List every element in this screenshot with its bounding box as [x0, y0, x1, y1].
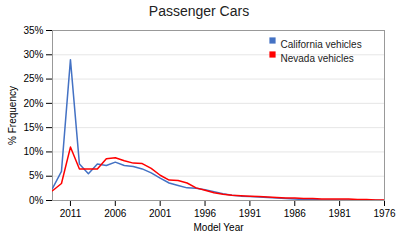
svg-text:10%: 10%	[23, 146, 43, 157]
svg-text:2011: 2011	[60, 208, 82, 219]
svg-text:1986: 1986	[284, 208, 307, 219]
svg-text:2001: 2001	[149, 208, 172, 219]
svg-text:1976: 1976	[373, 208, 396, 219]
svg-text:0%: 0%	[29, 195, 44, 206]
svg-text:2006: 2006	[104, 208, 127, 219]
svg-text:% Frequency: % Frequency	[7, 86, 18, 145]
svg-text:35%: 35%	[23, 25, 43, 36]
svg-text:5%: 5%	[29, 170, 44, 181]
svg-text:California vehicles: California vehicles	[281, 39, 362, 50]
svg-text:1981: 1981	[329, 208, 352, 219]
svg-text:15%: 15%	[23, 122, 43, 133]
svg-text:Nevada vehicles: Nevada vehicles	[281, 53, 354, 64]
svg-text:25%: 25%	[23, 73, 43, 84]
svg-text:30%: 30%	[23, 49, 43, 60]
svg-text:1996: 1996	[194, 208, 217, 219]
html-text:Passenger Cars: Passenger Cars	[148, 3, 250, 19]
svg-text:20%: 20%	[23, 98, 43, 109]
svg-text:1991: 1991	[239, 208, 262, 219]
svg-text:Model Year: Model Year	[193, 222, 244, 233]
